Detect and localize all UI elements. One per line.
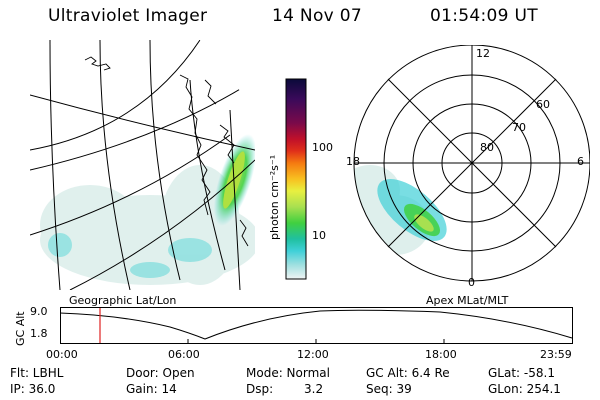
latlon-grid [30,40,255,290]
glon-info: GLon: 254.1 [488,382,561,396]
door-info: Door: Open [126,366,195,380]
dsp-info-value: 3.2 [304,382,324,396]
colorbar [285,78,307,280]
mlat-label-60: 60 [536,98,550,111]
altitude-curve [60,309,573,340]
ip-info: IP: 36.0 [10,382,56,396]
mlt-label-0: 0 [468,276,475,289]
mlat-label-80: 80 [480,141,494,154]
seq-info: Seq: 39 [366,382,412,396]
dsp-info-label: Dsp: [246,382,274,396]
geographic-map [30,40,255,290]
altitude-xtick-1200: 12:00 [297,348,329,361]
gc-alt-info: GC Alt: 6.4 Re [366,366,450,380]
mlt-label-12: 12 [476,47,490,60]
polar-plot [353,45,590,282]
altitude-xtick-0600: 06:00 [168,348,200,361]
altitude-ylabel: GC Alt [14,311,27,346]
glat-info: GLat: -58.1 [488,366,555,380]
altitude-xtick-2359: 23:59 [540,348,572,361]
polar-panel-label: Apex MLat/MLT [426,294,509,307]
filter-info: Flt: LBHL [10,366,64,380]
time-label: 01:54:09 UT [430,6,538,26]
altitude-xtick-1800: 18:00 [425,348,457,361]
mlat-label-70: 70 [512,121,526,134]
altitude-ytick-high: 9.0 [30,305,48,318]
colorbar-tick-10: 10 [312,229,326,242]
colorbar-tick-100: 100 [312,141,333,154]
polar-grid [353,45,590,282]
geo-panel-label: Geographic Lat/Lon [69,294,177,307]
gain-info: Gain: 14 [126,382,177,396]
coastlines [84,56,249,247]
altitude-plot [60,307,573,344]
altitude-ytick-low: 1.8 [30,327,48,340]
date-label: 14 Nov 07 [272,6,362,26]
colorbar-unit-label: photon cm⁻²s⁻¹ [268,154,281,240]
mode-info: Mode: Normal [246,366,330,380]
mlt-label-6: 6 [577,155,584,168]
altitude-xtick-0000: 00:00 [46,348,78,361]
mlt-label-18: 18 [346,155,360,168]
instrument-title: Ultraviolet Imager [48,6,208,26]
